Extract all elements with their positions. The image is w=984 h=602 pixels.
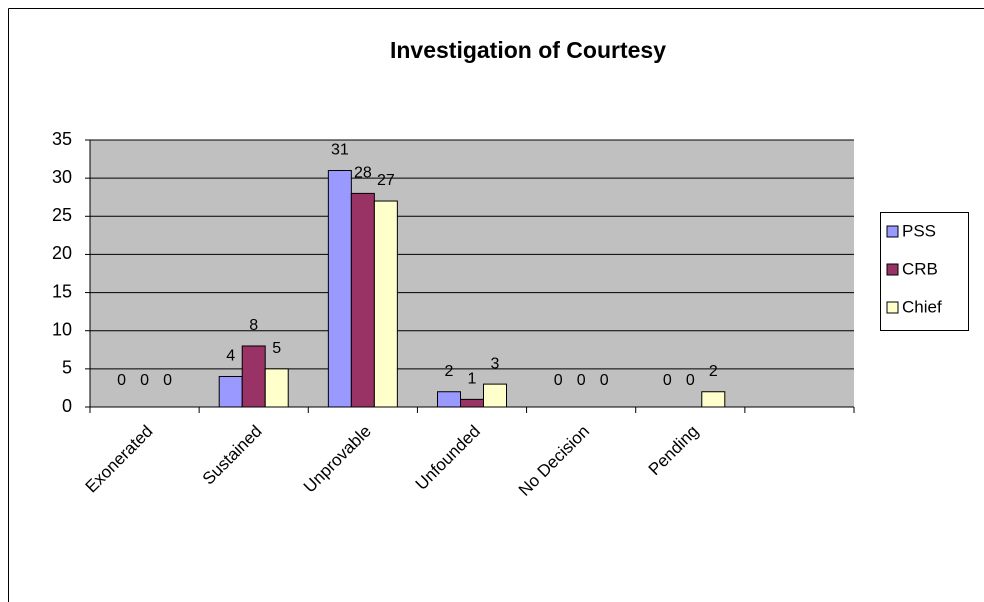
value-label: 8 [249,317,258,334]
value-label: 27 [377,172,395,189]
y-tick-label: 25 [52,205,72,225]
value-label: 0 [140,372,149,389]
x-tick-label: Unfounded [412,422,484,494]
x-tick-label: Pending [645,422,703,480]
y-tick-label: 20 [52,243,72,263]
value-label: 0 [163,372,172,389]
plot-area [90,140,854,407]
value-label: 3 [491,355,500,372]
value-label: 28 [354,165,372,182]
bar [437,391,461,408]
legend-swatch [886,225,899,238]
value-label: 5 [272,340,281,357]
legend-swatch [886,301,899,314]
y-tick-label: 15 [52,281,72,301]
value-label: 0 [686,372,695,389]
bar [460,398,484,408]
value-label: 0 [663,372,672,389]
legend-label: CRB [902,259,938,278]
value-label: 4 [226,348,235,365]
bar [483,383,507,408]
bar [327,170,352,408]
value-label: 0 [600,372,609,389]
bar [350,192,375,408]
bar [373,200,398,408]
legend-label: Chief [902,297,942,316]
x-tick-label: No Decision [515,422,593,500]
chart-title: Investigation of Courtesy [390,37,666,63]
y-tick-label: 35 [52,129,72,149]
y-tick-label: 5 [62,358,72,378]
bar [264,368,289,408]
bar [241,345,266,408]
bar [701,391,726,408]
x-tick-label: Sustained [199,422,266,489]
y-tick-label: 30 [52,167,72,187]
value-label: 0 [577,372,586,389]
bar [218,375,243,408]
value-label: 2 [709,363,718,380]
value-label: 0 [117,372,126,389]
legend-label: PSS [902,221,936,240]
x-tick-label: Unprovable [300,422,375,497]
value-label: 31 [331,142,349,159]
y-tick-label: 10 [52,319,72,339]
value-label: 2 [445,363,454,380]
legend-swatch [886,263,899,276]
y-tick-label: 0 [62,396,72,416]
value-label: 0 [554,372,563,389]
x-tick-label: Exonerated [82,422,157,497]
value-label: 1 [468,371,477,388]
